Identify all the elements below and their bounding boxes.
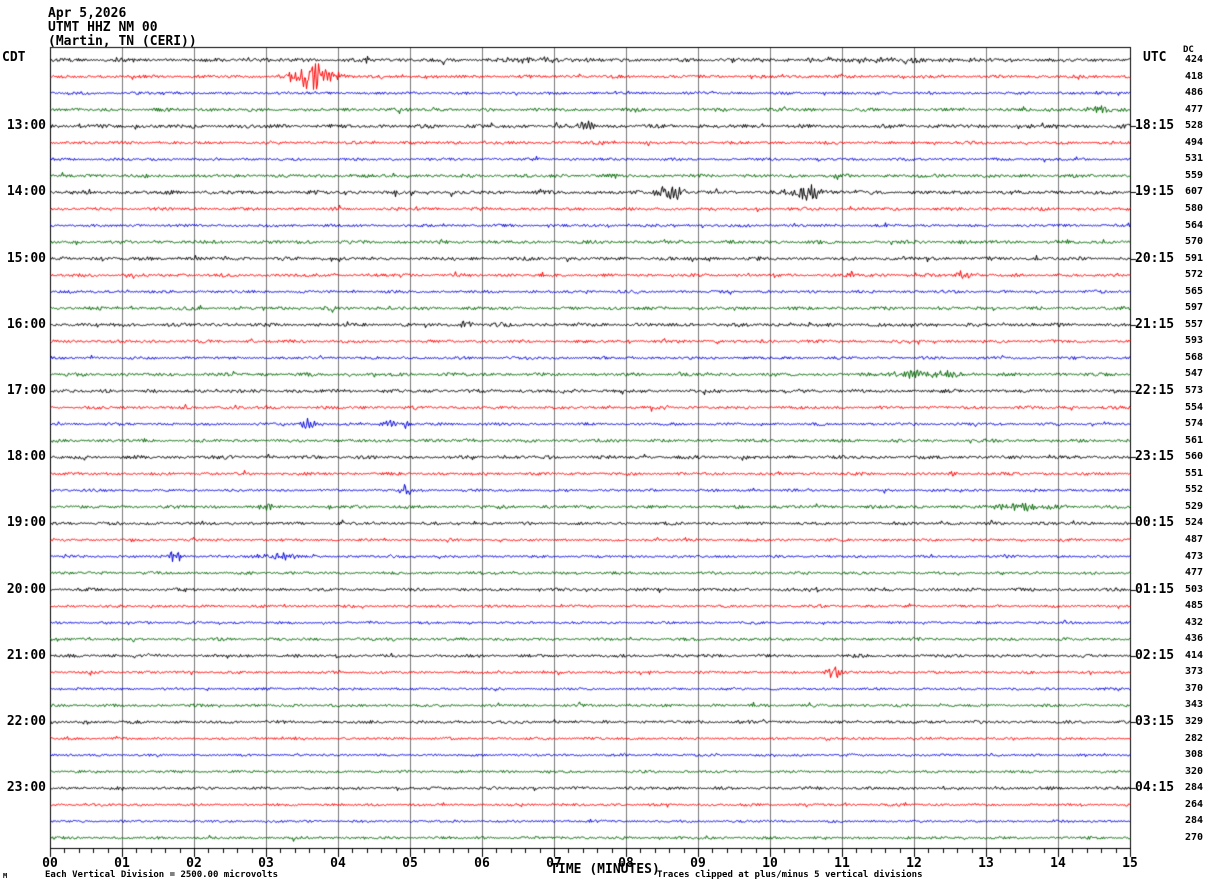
dc-value: 485 — [1185, 600, 1204, 612]
dc-value: 554 — [1185, 401, 1204, 413]
utc-time-label: 23:15 — [1135, 449, 1175, 465]
x-axis-tick-label: 01 — [114, 856, 130, 871]
dc-value: 561 — [1185, 434, 1204, 446]
dc-value: 320 — [1185, 765, 1204, 777]
dc-value: 477 — [1185, 567, 1204, 579]
dc-value: 473 — [1185, 550, 1204, 562]
x-axis-tick-label: 04 — [330, 856, 346, 871]
dc-value: 573 — [1185, 385, 1204, 396]
cdt-time-label: 18:00 — [6, 449, 46, 465]
dc-value: 308 — [1185, 749, 1204, 761]
x-axis-tick-label: 09 — [690, 856, 706, 871]
dc-value: 524 — [1185, 517, 1204, 529]
utc-time-label: 20:15 — [1135, 250, 1175, 266]
dc-value: 551 — [1185, 467, 1204, 479]
dc-value: 560 — [1185, 451, 1204, 463]
dc-value: 373 — [1185, 666, 1204, 678]
dc-value: 564 — [1185, 219, 1204, 231]
cdt-time-label: 19:00 — [6, 515, 46, 531]
dc-value: 432 — [1185, 616, 1204, 628]
dc-value: 329 — [1185, 716, 1204, 727]
dc-value: 284 — [1185, 782, 1204, 794]
x-axis-tick-label: 15 — [1122, 856, 1138, 871]
dc-value: 559 — [1185, 169, 1204, 181]
header-location: (Martin, TN (CERI)) — [48, 34, 197, 49]
dc-value: 591 — [1185, 252, 1204, 264]
x-axis-tick-label: 05 — [402, 856, 418, 871]
dc-column-header: DC — [1183, 45, 1194, 55]
watermark-glyph: M — [3, 872, 8, 880]
x-axis-tick-label: 14 — [1050, 856, 1066, 871]
cdt-time-label: 16:00 — [6, 316, 46, 332]
cdt-time-label: 22:00 — [6, 714, 46, 729]
utc-time-label: 04:15 — [1135, 780, 1175, 796]
utc-time-label: 03:15 — [1135, 714, 1175, 729]
dc-value: 284 — [1185, 815, 1204, 827]
dc-value: 436 — [1185, 633, 1204, 645]
dc-value: 343 — [1185, 699, 1204, 711]
x-axis-tick-label: 08 — [618, 856, 634, 871]
x-axis-tick-label: 03 — [258, 856, 274, 871]
dc-value: 574 — [1185, 418, 1204, 430]
dc-value: 568 — [1185, 351, 1204, 363]
cdt-time-label: 14:00 — [6, 184, 46, 200]
scale-note: Each Vertical Division = 2500.00 microvo… — [45, 870, 278, 880]
dc-value: 531 — [1185, 153, 1204, 165]
dc-value: 570 — [1185, 236, 1204, 248]
dc-value: 264 — [1185, 798, 1204, 810]
dc-value: 370 — [1185, 682, 1204, 694]
dc-value: 552 — [1185, 484, 1204, 496]
dc-value: 477 — [1185, 103, 1204, 115]
dc-value: 414 — [1185, 649, 1204, 661]
utc-time-label: 00:15 — [1135, 515, 1175, 531]
utc-time-label: 19:15 — [1135, 184, 1175, 200]
cdt-time-label: 20:00 — [6, 581, 46, 597]
dc-value: 607 — [1185, 186, 1204, 198]
cdt-time-label: 15:00 — [6, 250, 46, 266]
utc-time-label: 21:15 — [1135, 316, 1175, 332]
utc-time-label: 18:15 — [1135, 118, 1175, 134]
dc-value: 593 — [1185, 335, 1204, 347]
dc-value: 424 — [1185, 54, 1204, 65]
x-axis-tick-label: 06 — [474, 856, 490, 871]
cdt-column-header: CDT — [2, 50, 26, 65]
x-axis-tick-label: 07 — [546, 856, 562, 871]
dc-value: 487 — [1185, 533, 1204, 545]
dc-value: 597 — [1185, 302, 1204, 314]
utc-column-header: UTC — [1143, 50, 1167, 65]
dc-value: 494 — [1185, 136, 1204, 148]
dc-value: 557 — [1185, 318, 1204, 330]
x-axis-title: TIME (MINUTES) — [550, 862, 660, 877]
dc-value: 282 — [1185, 732, 1204, 744]
cdt-time-label: 17:00 — [6, 383, 46, 398]
dc-value: 580 — [1185, 202, 1204, 214]
utc-time-label: 22:15 — [1135, 383, 1175, 398]
x-axis-tick-label: 11 — [834, 856, 850, 871]
dc-value: 503 — [1185, 583, 1204, 595]
dc-value: 547 — [1185, 368, 1204, 380]
x-axis-tick-label: 13 — [978, 856, 994, 871]
dc-value: 528 — [1185, 120, 1204, 132]
header-date: Apr 5,2026 — [48, 6, 127, 21]
clip-note: Traces clipped at plus/minus 5 vertical … — [657, 870, 923, 880]
utc-time-label: 02:15 — [1135, 647, 1175, 663]
dc-value: 529 — [1185, 500, 1204, 512]
cdt-time-label: 13:00 — [6, 118, 46, 134]
x-axis-tick-label: 12 — [906, 856, 922, 871]
utc-time-label: 01:15 — [1135, 581, 1175, 597]
dc-value: 572 — [1185, 269, 1204, 281]
x-axis-tick-label: 02 — [186, 856, 202, 871]
dc-value: 565 — [1185, 285, 1204, 297]
dc-value: 486 — [1185, 87, 1204, 99]
dc-value: 418 — [1185, 70, 1204, 82]
x-axis-tick-label: 00 — [42, 856, 58, 871]
cdt-time-label: 21:00 — [6, 647, 46, 663]
dc-value: 270 — [1185, 831, 1204, 843]
header-station: UTMT HHZ NM 00 — [48, 20, 158, 35]
x-axis-tick-label: 10 — [762, 856, 778, 871]
cdt-time-label: 23:00 — [6, 780, 46, 796]
